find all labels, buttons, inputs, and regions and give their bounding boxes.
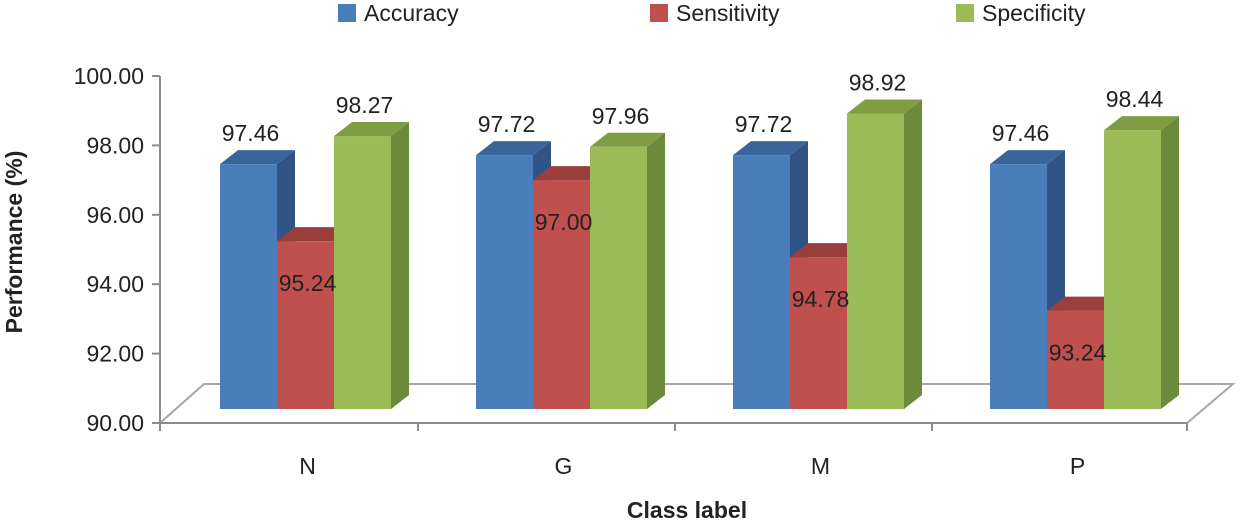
legend-label: Sensitivity [676,0,780,26]
bar-top [590,132,665,147]
bar-front [590,146,647,409]
legend-swatch [650,4,668,22]
bar-top [334,122,409,137]
x-tick-label: M [811,453,830,479]
bar-top [990,150,1065,165]
data-label: 97.72 [478,111,536,137]
bar-front [790,257,847,409]
bar-top [1047,296,1122,311]
y-tick-label: 98.00 [86,132,144,158]
data-labels: 97.46 97.72 97.72 97.46 95.24 97.00 94.78 93.24… [222,69,1164,365]
y-axis-label: Performance (%) [1,151,27,334]
bar-side [647,132,665,409]
bar-top [847,99,922,114]
bar-front [476,155,533,409]
bars [220,99,1179,409]
legend: Accuracy Sensitivity Specificity [338,0,1086,26]
bar-top [533,166,608,181]
bar-front [334,136,391,409]
bar-top [220,150,295,165]
data-label: 98.92 [849,69,907,95]
x-axis-label: Class label [627,497,747,522]
legend-label: Specificity [982,0,1086,26]
bar-front [1104,130,1161,409]
bar-front [220,164,277,409]
bar-side [391,122,409,409]
axes: 90.00 92.00 94.00 96.00 98.00 100.00 N G M P [74,63,1188,479]
x-tick-label: G [555,453,573,479]
bar-top [277,227,352,242]
y-tick-label: 94.00 [86,271,144,297]
bar-top [733,141,808,156]
bar-side [904,99,922,409]
legend-label: Accuracy [364,0,459,26]
data-label: 95.24 [279,270,337,296]
legend-swatch [956,4,974,22]
data-label: 97.96 [592,103,650,129]
data-label: 93.24 [1049,340,1107,366]
bar-front [1047,310,1104,409]
data-label: 97.46 [992,120,1050,146]
data-label: 97.46 [222,120,280,146]
data-label: 97.72 [735,111,793,137]
y-tick-label: 96.00 [86,202,144,228]
y-tick-label: 92.00 [86,341,144,367]
data-label: 97.00 [535,209,593,235]
bar-front [533,180,590,409]
x-tick-label: N [299,453,316,479]
bar-side [1161,116,1179,409]
bar-front [277,241,334,409]
bar-front [847,113,904,409]
x-tick-label: P [1070,453,1085,479]
data-label: 98.27 [336,92,394,118]
bar-top [1104,116,1179,131]
y-tick-label: 90.00 [86,410,144,436]
data-label: 98.44 [1106,86,1164,112]
legend-swatch [338,4,356,22]
bar-top [476,141,551,156]
y-tick-label: 100.00 [74,63,144,89]
bar-front [733,155,790,409]
data-label: 94.78 [792,286,850,312]
bar-front [990,164,1047,409]
bar-top [790,243,865,258]
